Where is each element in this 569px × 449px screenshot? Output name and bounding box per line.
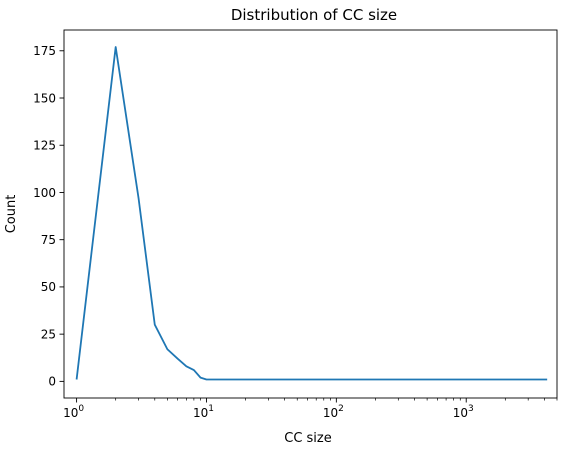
x-axis-label: CC size xyxy=(284,431,332,446)
y-tick-label: 75 xyxy=(41,233,56,247)
y-axis-label: Count xyxy=(4,195,19,234)
series-line-0 xyxy=(75,46,548,381)
y-tick-label: 100 xyxy=(33,186,56,200)
y-tick-label: 25 xyxy=(41,327,56,341)
y-tick-label: 150 xyxy=(33,91,56,105)
y-tick-label: 0 xyxy=(48,375,56,389)
y-tick-label: 125 xyxy=(33,139,56,153)
y-tick-label: 50 xyxy=(41,280,56,294)
plot-area xyxy=(75,46,548,381)
plot-frame xyxy=(63,29,558,399)
x-tick-label: 101 xyxy=(193,404,214,420)
x-axis: 100 101 102 103 xyxy=(63,398,558,420)
y-axis: 0 25 50 75 100 125 150 175 xyxy=(33,44,64,389)
chart-title: Distribution of CC size xyxy=(231,6,397,24)
x-tick-label: 100 xyxy=(63,404,84,420)
x-tick-label: 103 xyxy=(453,404,474,420)
x-tick-label: 102 xyxy=(323,404,344,420)
y-tick-label: 175 xyxy=(33,44,56,58)
